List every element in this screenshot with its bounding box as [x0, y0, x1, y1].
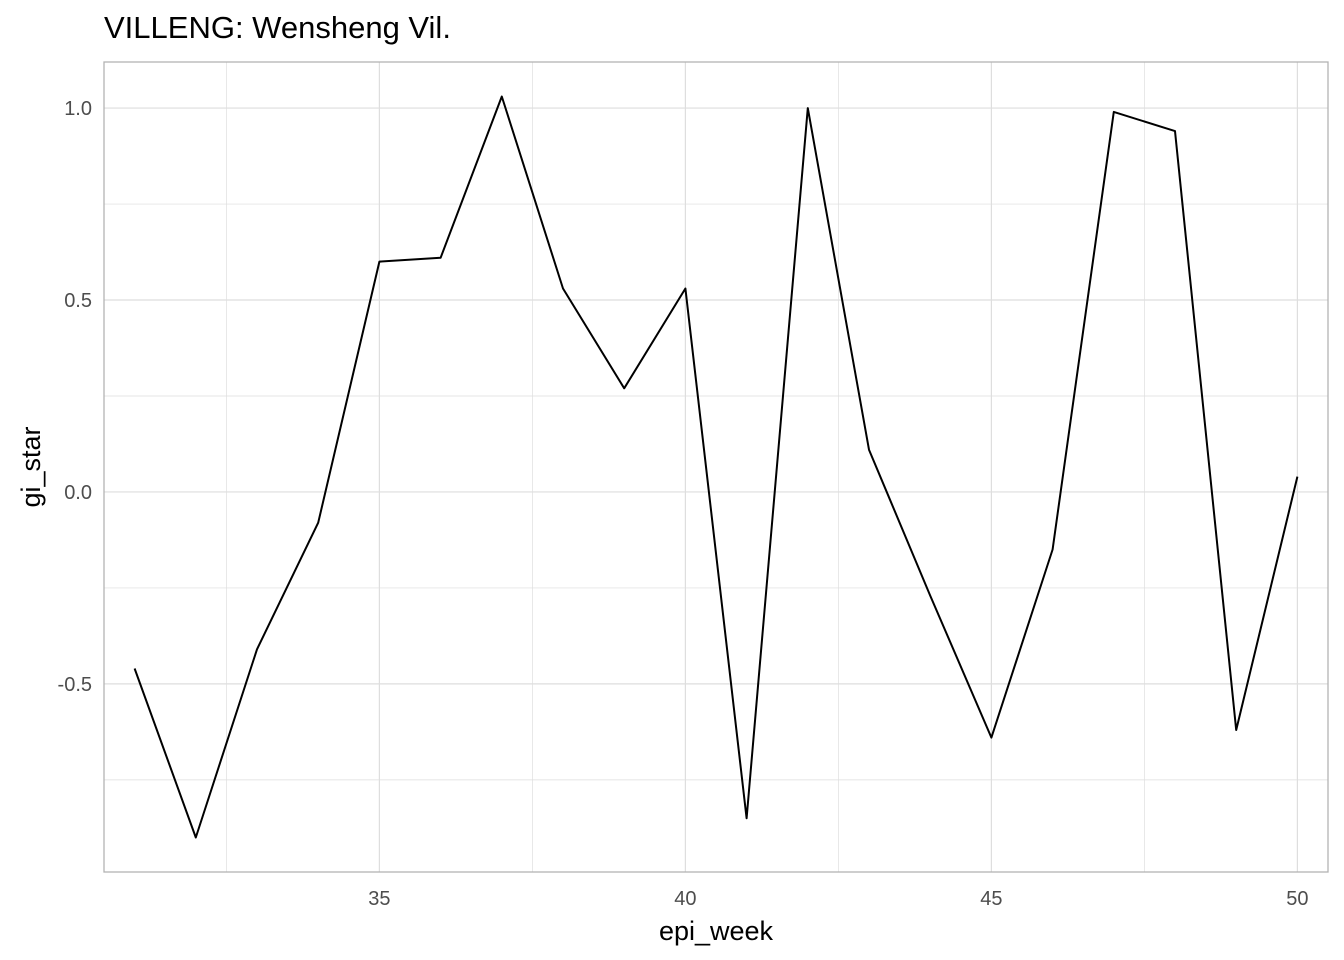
y-tick-label: 0.5 [64, 290, 92, 312]
x-tick-label: 50 [1286, 888, 1308, 910]
tick-labels: 35 40 45 50 -0.5 0.0 0.5 1.0 [58, 98, 1309, 910]
y-tick-label: 1.0 [64, 98, 92, 120]
chart-title: VILLENG: Wensheng Vil. [104, 10, 451, 45]
x-tick-label: 40 [674, 888, 696, 910]
x-tick-label: 35 [368, 888, 390, 910]
plot-panel-border [103, 61, 1329, 873]
y-tick-label: 0.0 [64, 482, 92, 504]
grid-lines [104, 62, 1328, 872]
y-tick-label: -0.5 [58, 674, 92, 696]
x-tick-label: 45 [980, 888, 1002, 910]
series-line [133, 95, 1299, 839]
x-axis-title: epi_week [659, 916, 774, 946]
series-layer [133, 95, 1299, 839]
y-axis-title: gi_star [16, 426, 46, 507]
